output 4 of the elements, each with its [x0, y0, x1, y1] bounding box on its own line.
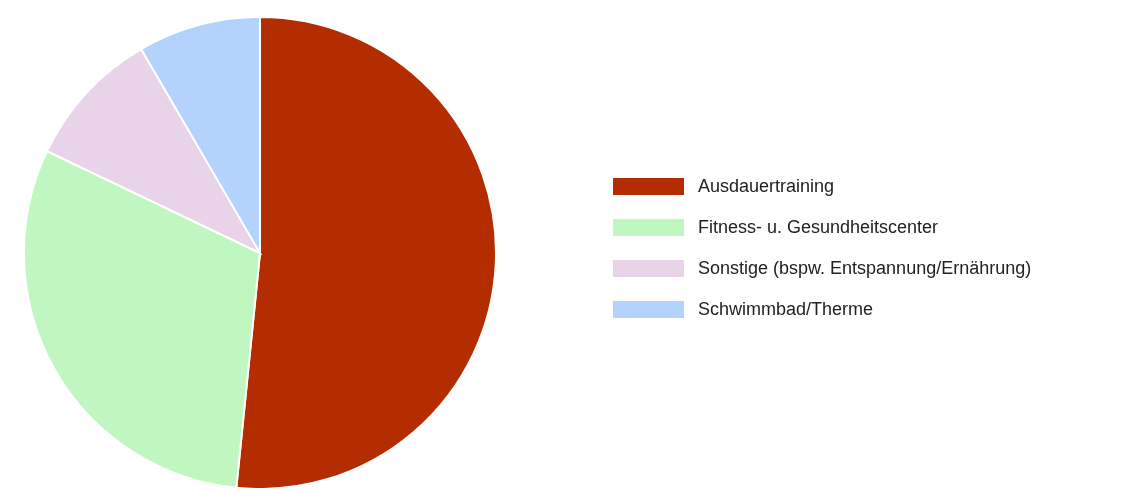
legend-label: Sonstige (bspw. Entspannung/Ernährung)	[698, 258, 1032, 279]
legend-label: Schwimmbad/Therme	[698, 299, 874, 320]
legend-label: Ausdauertraining	[698, 176, 835, 197]
legend-label: Fitness- u. Gesundheitscenter	[698, 217, 939, 238]
